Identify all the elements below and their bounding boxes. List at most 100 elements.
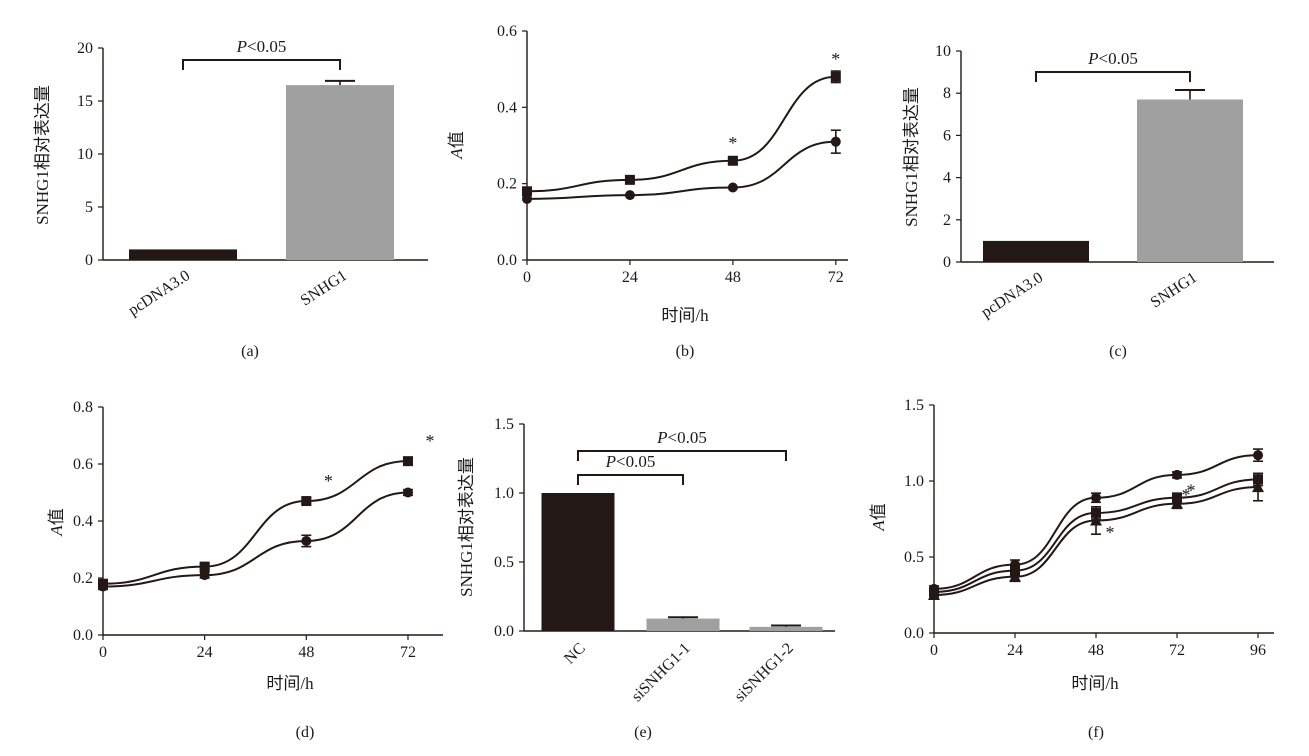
y-tick-label: 0.4	[497, 99, 517, 116]
significance-star: *	[831, 49, 840, 69]
y-tick-label: 1.0	[494, 485, 514, 502]
panel-e-ylabel: SNHG1相对表达量	[457, 457, 476, 597]
x-tick-label: SNHG1	[1148, 269, 1201, 311]
p-value-label: P<0.05	[236, 37, 287, 56]
y-tick-label: 10	[77, 146, 93, 163]
y-tick-label: 2	[943, 212, 951, 229]
significance-star: *	[425, 431, 434, 451]
panel-a: SNHG1相对表达量 (a) 0 5 10 15 20 pcDNA3.0 SNHG1 P<0.…	[33, 37, 428, 360]
y-tick-label: 1.5	[494, 416, 514, 433]
x-tick-label: 24	[197, 644, 213, 661]
y-tick-label: 0.0	[73, 627, 93, 644]
panel-b: A值 时间/h (b) 0.0 0.2 0.4 0.6 0 24 48 72 * *	[447, 23, 848, 360]
triangle-marker	[1252, 481, 1265, 493]
x-tick-label: 48	[725, 269, 741, 286]
y-tick-label: 10	[935, 43, 951, 60]
significance-bracket	[577, 474, 684, 485]
panel-e: SNHG1相对表达量 (e) 0.0 0.5 1.0 1.5 NC siSNHG1-1 si…	[457, 416, 835, 741]
circle-marker	[301, 535, 312, 546]
x-tick-label: 0	[523, 269, 531, 286]
bar	[541, 493, 615, 631]
y-tick-label: 0	[85, 252, 93, 269]
x-tick-label: pcDNA3.0	[125, 267, 193, 319]
panel-c-label: (c)	[1109, 343, 1127, 360]
bar	[129, 249, 237, 260]
y-tick-label: 0.5	[904, 549, 924, 566]
significance-star: *	[324, 471, 333, 491]
circle-marker	[727, 182, 738, 193]
y-tick-label: 0.0	[497, 252, 517, 269]
circle-marker	[830, 136, 841, 147]
y-tick-label: 6	[943, 127, 951, 144]
circle-marker	[98, 581, 108, 592]
x-tick-label: 0	[99, 644, 107, 661]
panel-d-label: (d)	[296, 724, 315, 741]
x-tick-label: SNHG1	[298, 267, 351, 309]
triangle-marker	[1171, 497, 1184, 509]
x-tick-label: pcDNA3.0	[978, 269, 1046, 321]
bar	[983, 240, 1089, 262]
circle-marker	[1172, 469, 1183, 480]
y-tick-label: 0.6	[73, 456, 93, 473]
panel-e-label: (e)	[634, 724, 652, 741]
series-line	[102, 460, 408, 585]
x-tick-label: NC	[561, 640, 589, 668]
x-tick-label: 72	[400, 644, 416, 661]
significance-star: *	[1106, 523, 1115, 543]
panel-f-label: (f)	[1088, 724, 1104, 741]
y-tick-label: 5	[85, 199, 93, 216]
y-tick-label: 4	[943, 170, 951, 187]
y-tick-label: 15	[77, 93, 93, 110]
triangle-marker	[928, 589, 940, 600]
square-marker	[624, 174, 635, 185]
x-tick-label: 48	[298, 644, 314, 661]
panel-d-ylabel: A值	[47, 508, 66, 536]
series-line	[102, 491, 408, 588]
y-tick-label: 8	[943, 85, 951, 102]
y-tick-label: 0.6	[497, 23, 517, 40]
y-tick-label: 0.4	[73, 513, 93, 530]
panel-d-xlabel: 时间/h	[266, 674, 314, 693]
x-tick-label: 96	[1250, 642, 1266, 659]
x-tick-label: siSNHG1-1	[628, 640, 693, 705]
significance-bracket	[1035, 71, 1191, 82]
series-line	[933, 486, 1259, 596]
y-tick-label: 0.0	[904, 625, 924, 642]
panel-c: SNHG1相对表达量 (c) 0 2 4 6 8 10 pcDNA3.0 SNHG1 P<0.0…	[902, 43, 1274, 360]
triangle-marker	[1009, 570, 1022, 582]
panel-f: A值 时间/h (f) 0.00.51.01.50 24 48 72 96***	[869, 397, 1274, 741]
y-tick-label: 1.5	[904, 397, 924, 414]
x-tick-label: 0	[930, 642, 938, 659]
significance-star: *	[728, 133, 737, 153]
panel-b-ylabel: A值	[447, 131, 466, 159]
panel-a-label: (a)	[241, 343, 259, 360]
x-tick-label: 48	[1088, 642, 1104, 659]
y-tick-label: 20	[77, 40, 93, 57]
square-marker	[522, 186, 532, 197]
square-marker	[1010, 565, 1021, 576]
x-tick-label: 72	[1169, 642, 1185, 659]
panel-f-ylabel: A值	[869, 503, 888, 531]
square-marker	[727, 155, 738, 166]
triangle-marker	[1090, 514, 1103, 526]
square-marker	[1172, 492, 1183, 503]
bar	[646, 618, 720, 631]
p-value-label: P<0.05	[1087, 49, 1138, 68]
y-tick-label: 0.2	[73, 570, 93, 587]
x-tick-label: 24	[622, 269, 638, 286]
circle-marker	[624, 190, 635, 201]
x-tick-label: 72	[828, 269, 844, 286]
y-tick-label: 0.5	[494, 554, 514, 571]
series-line	[526, 75, 836, 193]
panel-c-ylabel: SNHG1相对表达量	[902, 87, 921, 227]
square-marker	[199, 561, 210, 572]
bar	[286, 85, 394, 260]
y-tick-label: 0.2	[497, 176, 517, 193]
y-tick-label: 0.0	[494, 623, 514, 640]
square-marker	[402, 456, 413, 467]
panel-b-label: (b)	[676, 343, 695, 360]
panel-d: A值 时间/h (d) 0.0 0.2 0.4 0.6 0.8 0 24 48 72 * *	[47, 399, 443, 741]
significance-star: *	[1187, 481, 1196, 501]
x-tick-label: 24	[1007, 642, 1023, 659]
